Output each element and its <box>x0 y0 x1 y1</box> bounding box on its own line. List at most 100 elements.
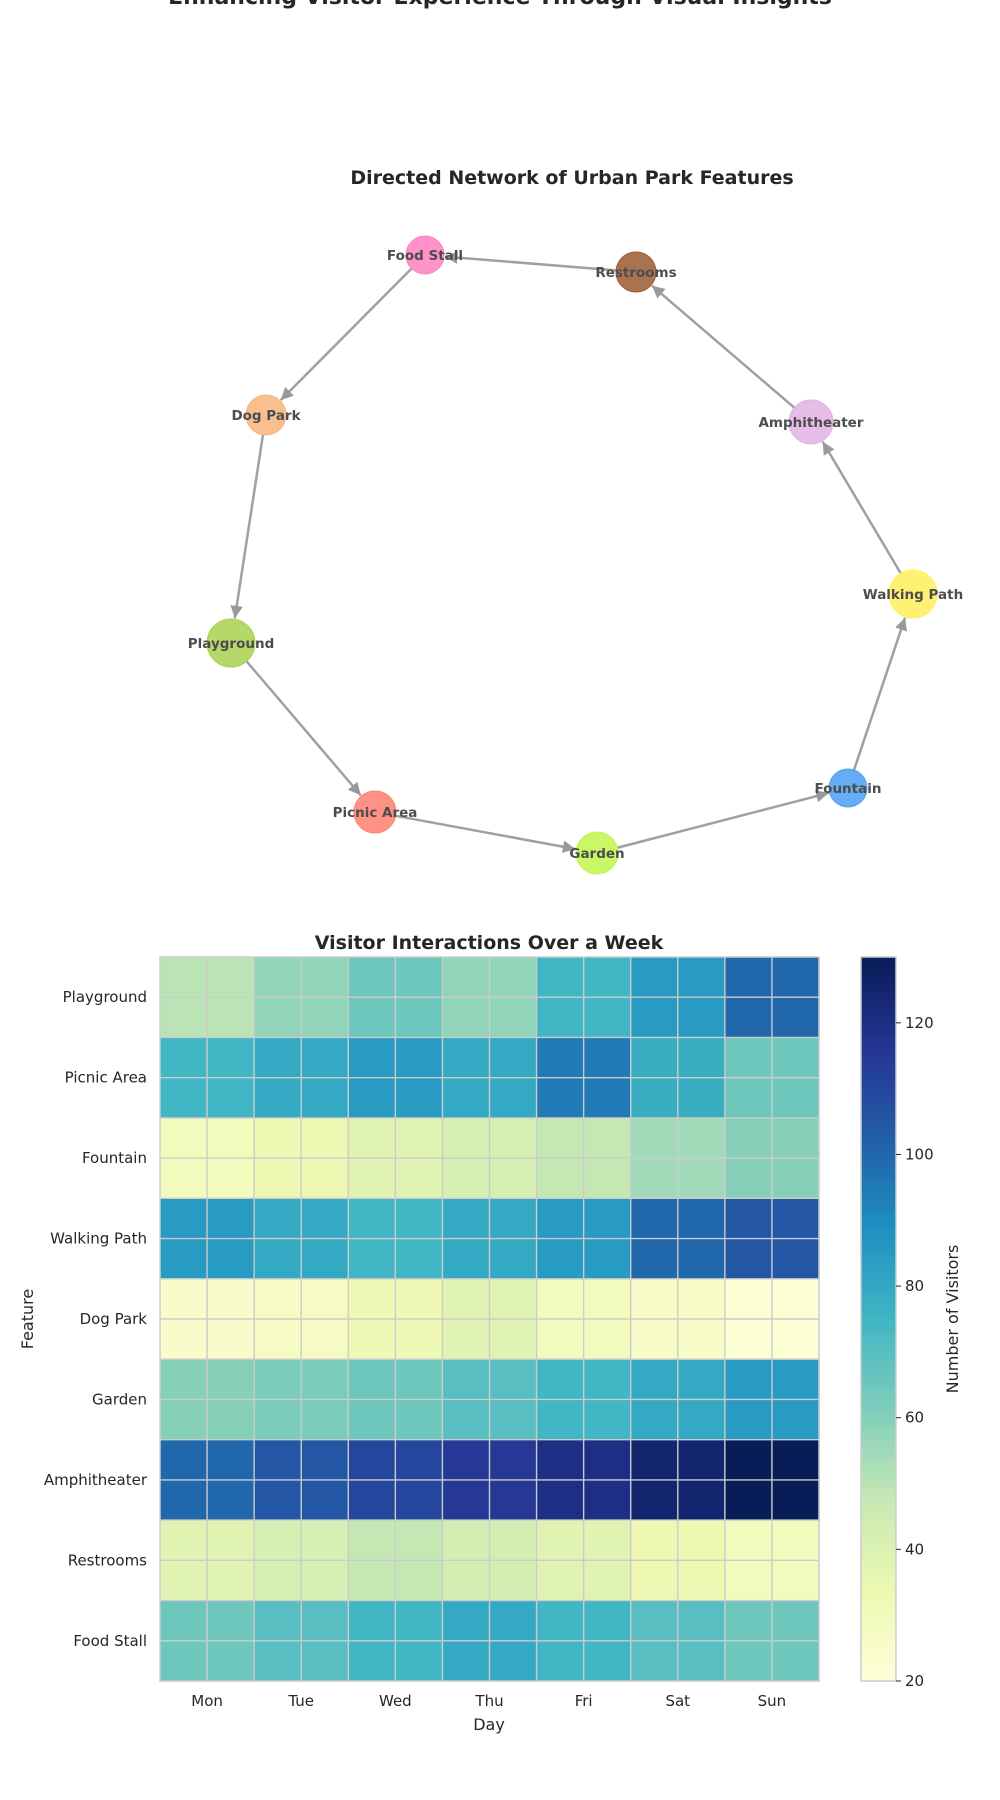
colorbar-segment <box>861 1608 896 1616</box>
colorbar-segment <box>861 957 896 964</box>
x-tick-label: Sun <box>758 1692 787 1710</box>
colorbar-segment <box>861 1005 896 1013</box>
colorbar-segment <box>861 1500 896 1507</box>
node-amphitheater <box>788 399 834 445</box>
colorbar-segment <box>861 963 896 970</box>
edge-dog-park-to-playground <box>230 434 265 619</box>
colorbar-segment <box>861 1113 896 1121</box>
colorbar-segment <box>861 1071 896 1079</box>
colorbar-segment <box>861 1011 896 1019</box>
colorbar-segment <box>861 969 896 976</box>
colorbar-segment <box>861 975 896 982</box>
colorbar-tick-label: 80 <box>905 1277 924 1295</box>
colorbar-segment <box>861 1445 896 1453</box>
colorbar-tick-label: 40 <box>905 1540 924 1558</box>
colorbar-segment <box>861 1584 896 1592</box>
colorbar-segment <box>861 1186 896 1194</box>
y-tick-label: Amphitheater <box>44 1471 148 1489</box>
x-axis-label: Day <box>473 1715 505 1734</box>
y-tick-label: Restrooms <box>68 1551 147 1569</box>
colorbar: 20 40 60 80 100 120 Number of Visitors <box>860 956 962 1690</box>
colorbar-segment <box>861 1506 896 1513</box>
colorbar-segment <box>861 1361 896 1369</box>
colorbar-segment <box>861 1373 896 1381</box>
colorbar-segment <box>861 1385 896 1393</box>
colorbar-gradient <box>861 957 896 1682</box>
colorbar-segment <box>861 1463 896 1471</box>
node-fountain <box>828 768 868 808</box>
edge-playground-to-picnic-area <box>245 660 362 797</box>
colorbar-segment <box>861 1312 896 1320</box>
network-nodes: Playground Picnic Area Garden Fountain Walki… <box>188 235 963 875</box>
colorbar-segment <box>861 1059 896 1067</box>
colorbar-segment <box>861 1493 896 1501</box>
colorbar-segment <box>861 1288 896 1296</box>
colorbar-segment <box>861 1349 896 1356</box>
x-tick-label: Sat <box>665 1692 690 1710</box>
x-tick-label: Mon <box>191 1692 223 1710</box>
x-tick-label: Thu <box>474 1692 503 1710</box>
colorbar-segment <box>861 1397 896 1405</box>
colorbar-segment <box>861 1325 896 1332</box>
colorbar-segment <box>861 1674 896 1682</box>
colorbar-segment <box>861 1210 896 1218</box>
colorbar-segment <box>861 1536 896 1544</box>
colorbar-segment <box>861 1572 896 1580</box>
colorbar-frame <box>860 956 897 1682</box>
colorbar-segment <box>861 1023 896 1031</box>
colorbar-tick-label: 20 <box>905 1672 924 1690</box>
node-dog-park <box>245 394 287 436</box>
colorbar-segment <box>861 1047 896 1055</box>
heatmap-chart: Visitor Interactions Over a Week Playgro… <box>18 932 820 1734</box>
colorbar-segment <box>861 1367 896 1375</box>
colorbar-segment <box>861 1512 896 1519</box>
colorbar-segment <box>861 1053 896 1061</box>
node-garden <box>575 831 619 875</box>
colorbar-segment <box>861 1089 896 1097</box>
colorbar-segment <box>861 1095 896 1103</box>
colorbar-segment <box>861 1415 896 1423</box>
colorbar-segment <box>861 1451 896 1459</box>
colorbar-segment <box>861 1180 896 1188</box>
colorbar-segment <box>861 1276 896 1284</box>
network-graph: Directed Network of Urban Park Features … <box>188 167 963 875</box>
heatmap-y-tick-labels: Playground Picnic Area Fountain Walking Pat… <box>44 988 148 1650</box>
colorbar-segment <box>861 1469 896 1477</box>
colorbar-segment <box>861 1300 896 1308</box>
node-label-picnic-area: Picnic Area <box>333 805 418 821</box>
colorbar-segment <box>861 1644 896 1652</box>
edge-walking-path-to-amphitheater <box>821 441 902 574</box>
colorbar-segment <box>861 1234 896 1242</box>
colorbar-segment <box>861 1457 896 1465</box>
colorbar-segment <box>861 1650 896 1658</box>
colorbar-segment <box>861 1542 896 1550</box>
edge-food-stall-to-dog-park <box>279 267 413 401</box>
colorbar-segment <box>861 1554 896 1562</box>
colorbar-segment <box>861 1101 896 1109</box>
edge-fountain-to-walking-path <box>852 617 908 771</box>
colorbar-segment <box>861 1590 896 1598</box>
colorbar-segment <box>861 1264 896 1272</box>
colorbar-segment <box>861 1524 896 1531</box>
edge-restrooms-to-food-stall <box>444 251 617 272</box>
colorbar-segment <box>861 987 896 994</box>
colorbar-segment <box>861 1668 896 1676</box>
colorbar-segment <box>861 1620 896 1628</box>
edge-amphitheater-to-restrooms <box>651 284 796 409</box>
colorbar-segment <box>861 1596 896 1604</box>
x-tick-label: Wed <box>379 1692 412 1710</box>
y-axis-label: Feature <box>18 1289 37 1349</box>
y-tick-label: Playground <box>63 988 147 1006</box>
colorbar-segment <box>861 1602 896 1610</box>
colorbar-tick-label: 120 <box>905 1014 934 1032</box>
colorbar-segment <box>861 1246 896 1254</box>
colorbar-segment <box>861 1439 896 1447</box>
node-restrooms <box>615 251 657 293</box>
colorbar-segment <box>861 1131 896 1139</box>
colorbar-segment <box>861 1319 896 1326</box>
colorbar-segment <box>861 1041 896 1049</box>
colorbar-segment <box>861 1409 896 1417</box>
y-tick-label: Dog Park <box>80 1310 148 1328</box>
colorbar-segment <box>861 1270 896 1278</box>
colorbar-segment <box>861 1614 896 1622</box>
